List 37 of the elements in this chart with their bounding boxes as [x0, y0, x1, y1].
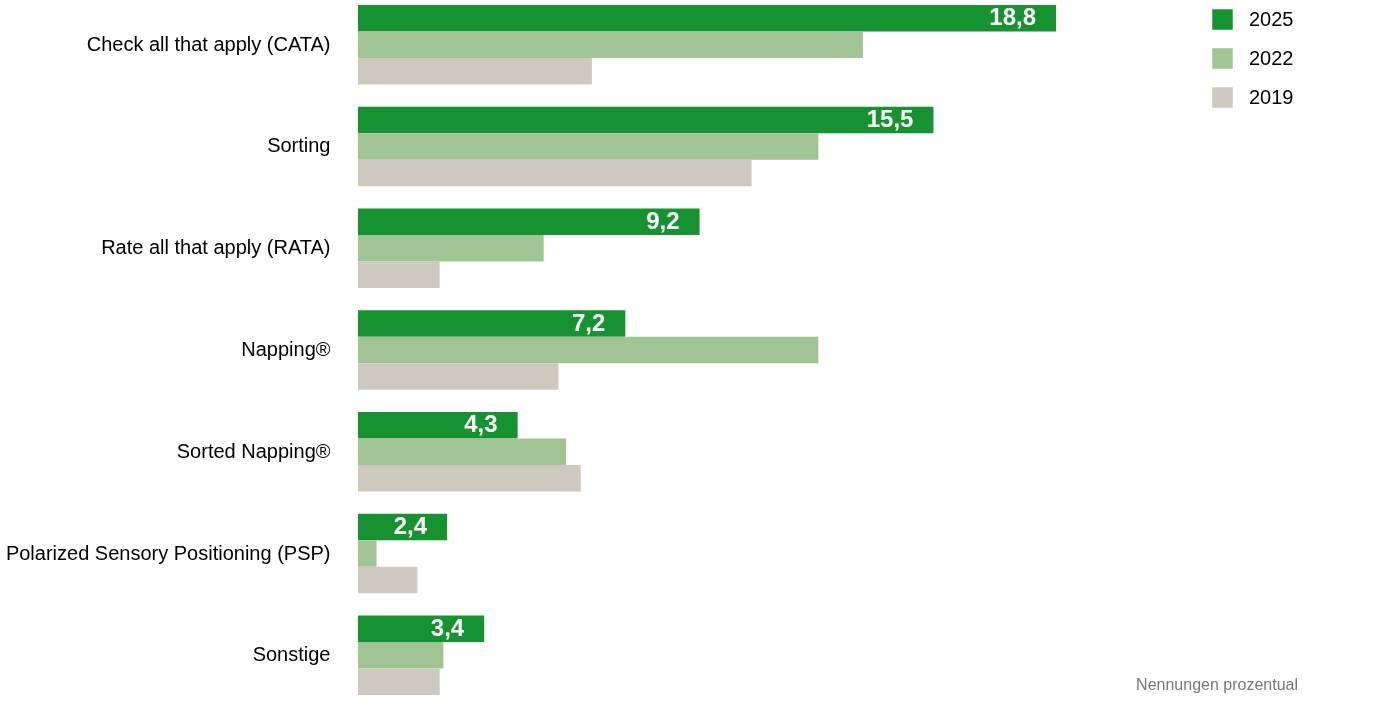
bar: [358, 261, 440, 288]
bar: [358, 133, 819, 160]
bar: [358, 235, 544, 262]
data-label: 18,8: [989, 3, 1036, 31]
bar: [358, 5, 1056, 32]
bar: [358, 310, 626, 337]
y-tick-label: Polarized Sensory Positioning (PSP): [5, 541, 331, 564]
y-tick-label: Rate all that apply (RATA): [101, 236, 331, 259]
bar: [358, 363, 559, 390]
bar: [358, 642, 444, 669]
y-tick-label: Check all that apply (CATA): [86, 32, 331, 55]
y-tick-label: Sonstige: [252, 643, 331, 666]
data-label: 2,4: [393, 512, 428, 540]
legend-label: 2025: [1249, 7, 1294, 30]
y-tick-label: Sorting: [267, 134, 331, 157]
legend-label: 2019: [1249, 85, 1294, 108]
bar: [358, 566, 418, 594]
data-label: 7,2: [571, 308, 606, 336]
y-tick-label: Sorted Napping®: [176, 439, 331, 462]
bar: [358, 31, 863, 58]
bar: [358, 438, 566, 465]
text: Nennungen prozentual: [1136, 676, 1298, 693]
bar: [358, 57, 592, 85]
y-tick-label: Napping®: [241, 338, 331, 360]
bar: [358, 208, 700, 235]
data-label: 3,4: [430, 613, 465, 641]
bar: [358, 159, 752, 187]
data-label: 4,3: [464, 410, 498, 438]
bar: [358, 336, 819, 364]
bar: [358, 540, 377, 567]
bar: [358, 412, 518, 439]
bar: [358, 668, 440, 695]
data-label: 9,2: [646, 206, 680, 234]
bar: [358, 465, 581, 492]
legend-label: 2022: [1249, 46, 1294, 69]
bar: [358, 106, 934, 134]
data-label: 15,5: [866, 105, 914, 132]
